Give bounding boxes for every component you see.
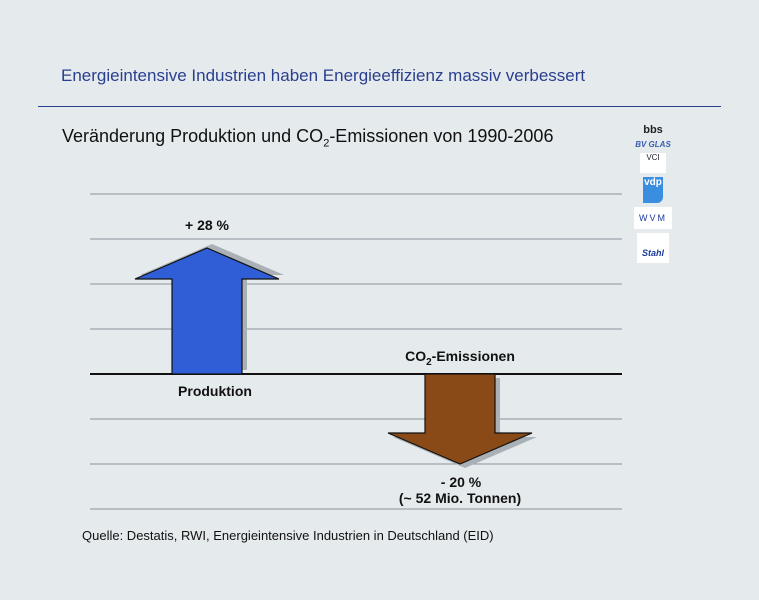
logo-wvm: WVM [634, 207, 672, 229]
co2-value-label: - 20 % [441, 474, 482, 490]
logo-vdp: vdp [643, 177, 663, 203]
production-arrow [134, 247, 280, 375]
co2-arrow [387, 373, 533, 465]
headline: Energieintensive Industrien haben Energi… [61, 66, 586, 85]
co2-name-label: CO2-Emissionen [405, 348, 515, 368]
co2-note-label: (~ 52 Mio. Tonnen) [399, 490, 521, 506]
production-value-label: + 28 % [185, 217, 230, 233]
logo-stahl: Stahl [637, 233, 669, 263]
divider [38, 106, 721, 107]
source-note: Quelle: Destatis, RWI, Energieintensive … [82, 528, 494, 543]
chart-title: Veränderung Produktion und CO2-Emissione… [62, 126, 554, 150]
logo-bv-glas: BV GLAS [635, 140, 671, 149]
logo-vci: VCI [640, 153, 666, 173]
production-name-label: Produktion [178, 383, 252, 399]
logo-bbs: bbs [643, 124, 663, 136]
association-logos: bbs BV GLAS VCI vdp WVM Stahl [634, 124, 672, 267]
